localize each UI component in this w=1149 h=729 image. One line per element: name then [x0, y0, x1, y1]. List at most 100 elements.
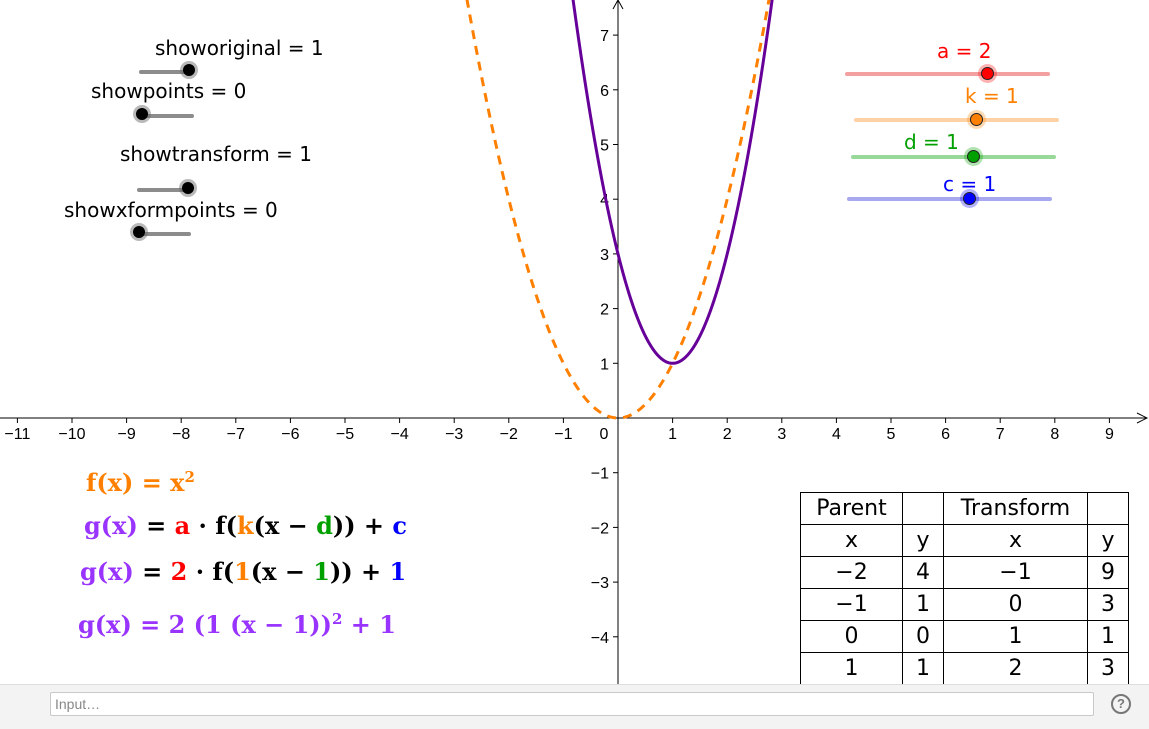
table-row: 0 0 1 1: [800, 620, 1129, 653]
table-cell: y: [1087, 524, 1129, 557]
slider-track: [854, 118, 1059, 122]
formula-close: )) +: [332, 511, 393, 540]
formula-a: a: [174, 511, 191, 540]
showtransform-label: showtransform = 1: [120, 142, 312, 166]
y-tick-label: −1: [591, 466, 609, 483]
slider-track: [845, 72, 1050, 76]
table-cell: −2: [800, 556, 903, 589]
table-cell: 9: [1087, 556, 1129, 589]
showpoints-label: showpoints = 0: [91, 79, 247, 103]
showpoints-slider[interactable]: [136, 105, 194, 127]
x-tick-label: 0: [600, 426, 609, 443]
table-cell: 2: [943, 652, 1088, 685]
x-tick-label: 3: [777, 426, 786, 443]
table-cell: 3: [1087, 652, 1129, 685]
showtransform-slider[interactable]: [137, 179, 194, 201]
slider-knob[interactable]: [967, 150, 980, 163]
slider-track: [851, 155, 1056, 159]
y-tick-label: 1: [600, 356, 609, 373]
table-cell: 0: [943, 588, 1088, 621]
table-header-cell: [1087, 492, 1129, 525]
y-tick-label: 6: [600, 83, 609, 100]
table-cell: 1: [902, 652, 944, 685]
x-tick-label: −2: [500, 426, 518, 443]
table-cell: 1: [1087, 620, 1129, 653]
x-tick-label: 9: [1105, 426, 1114, 443]
table-row: 1 1 2 3: [800, 652, 1129, 685]
slider-knob[interactable]: [136, 108, 148, 120]
formula-eq: =: [137, 511, 175, 540]
formula-k: 1: [234, 557, 251, 586]
x-tick-label: −9: [117, 426, 135, 443]
table-cell: 0: [902, 620, 944, 653]
showoriginal-label: showoriginal = 1: [155, 36, 324, 60]
slider-knob[interactable]: [182, 182, 194, 194]
x-tick-label: −6: [281, 426, 299, 443]
table-cell: 1: [902, 588, 944, 621]
formula-text: g(x) = 2 (1 (x − 1)): [78, 610, 332, 639]
showoriginal-slider[interactable]: [139, 61, 195, 83]
slider-knob[interactable]: [133, 226, 145, 238]
param-k-slider[interactable]: [854, 111, 1059, 129]
slider-track: [847, 197, 1052, 201]
parent-function-formula: f(x) = x2: [86, 468, 195, 497]
table-cell: x: [800, 524, 903, 557]
formula-dot: · f(: [187, 557, 235, 586]
table-cell: 1: [943, 620, 1088, 653]
slider-knob[interactable]: [963, 192, 976, 205]
table-cell: 0: [800, 620, 903, 653]
general-transform-formula: g(x) = a · f(k(x − d)) + c: [84, 511, 407, 540]
simplified-transform-formula: g(x) = 2 (1 (x − 1))2 + 1: [78, 610, 396, 639]
x-tick-label: −4: [390, 426, 408, 443]
graph-canvas[interactable]: −11 −10 −9 −8 −7 −6 −5 −4 −3 −2 −1 0 1 2 3 4 5 6 7 8 9−4−3−2…: [0, 0, 1149, 684]
formula-dot: · f(: [190, 511, 237, 540]
help-icon[interactable]: ?: [1111, 694, 1131, 714]
table-cell: −1: [800, 588, 903, 621]
y-tick-label: 7: [600, 28, 609, 45]
formula-d: 1: [313, 557, 330, 586]
formula-eq: =: [133, 557, 171, 586]
table-row: −2 4 −1 9: [800, 556, 1129, 589]
x-tick-label: −10: [58, 426, 85, 443]
param-k-label: k = 1: [965, 84, 1019, 108]
axes: [0, 0, 1149, 684]
x-axis-arrow: [1136, 412, 1149, 424]
x-tick-label: −3: [445, 426, 463, 443]
param-d-label: d = 1: [904, 130, 959, 154]
x-tick-label: −7: [227, 426, 245, 443]
y-axis-arrow: [612, 0, 624, 10]
x-tick-label: 7: [996, 426, 1005, 443]
param-c-slider[interactable]: [847, 190, 1052, 208]
algebra-input-field[interactable]: [50, 692, 1094, 716]
formula-a: 2: [170, 557, 188, 586]
x-tick-label: −1: [554, 426, 572, 443]
table-cell: 4: [902, 556, 944, 589]
slider-knob[interactable]: [970, 113, 983, 126]
x-tick-label: −8: [172, 426, 190, 443]
y-tick-label: 3: [600, 247, 609, 264]
slider-knob[interactable]: [981, 67, 994, 80]
values-table: Parent Transform x y x y −2 4 −1 9 −1 1 …: [800, 492, 1129, 685]
table-header-cell: Transform: [943, 492, 1088, 525]
x-tick-label: 4: [832, 426, 841, 443]
formula-exponent: 2: [184, 468, 195, 486]
slider-knob[interactable]: [183, 64, 195, 76]
formula-lhs: g(x): [84, 511, 138, 540]
formula-d: d: [316, 511, 333, 540]
table-cell: x: [943, 524, 1088, 557]
x-tick-label: 6: [941, 426, 950, 443]
formula-text: f(x) = x: [86, 468, 185, 497]
param-a-slider[interactable]: [845, 65, 1050, 83]
slider-track: [138, 114, 194, 118]
table-header-cell: Parent: [800, 492, 903, 525]
table-cell: −1: [943, 556, 1088, 589]
y-tick-label: 5: [600, 138, 609, 155]
showxformpoints-slider[interactable]: [133, 223, 191, 245]
param-a-label: a = 2: [937, 39, 992, 63]
y-tick-label: −2: [591, 520, 609, 537]
x-tick-label: 2: [723, 426, 732, 443]
formula-open: (x −: [250, 557, 314, 586]
table-header-cell: [902, 492, 944, 525]
x-tick-label: −11: [4, 426, 30, 443]
param-d-slider[interactable]: [851, 148, 1056, 166]
